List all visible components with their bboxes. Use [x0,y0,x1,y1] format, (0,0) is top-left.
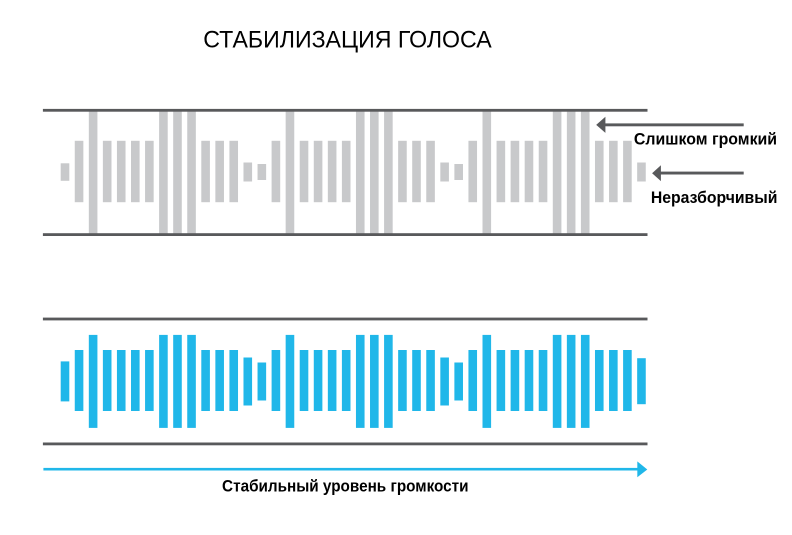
svg-text:Неразборчивый: Неразборчивый [651,188,778,207]
svg-text:Слишком громкий: Слишком громкий [634,129,777,148]
svg-text:СТАБИЛИЗАЦИЯ ГОЛОСА: СТАБИЛИЗАЦИЯ ГОЛОСА [203,26,492,53]
svg-text:Стабильный уровень громкости: Стабильный уровень громкости [222,476,469,495]
